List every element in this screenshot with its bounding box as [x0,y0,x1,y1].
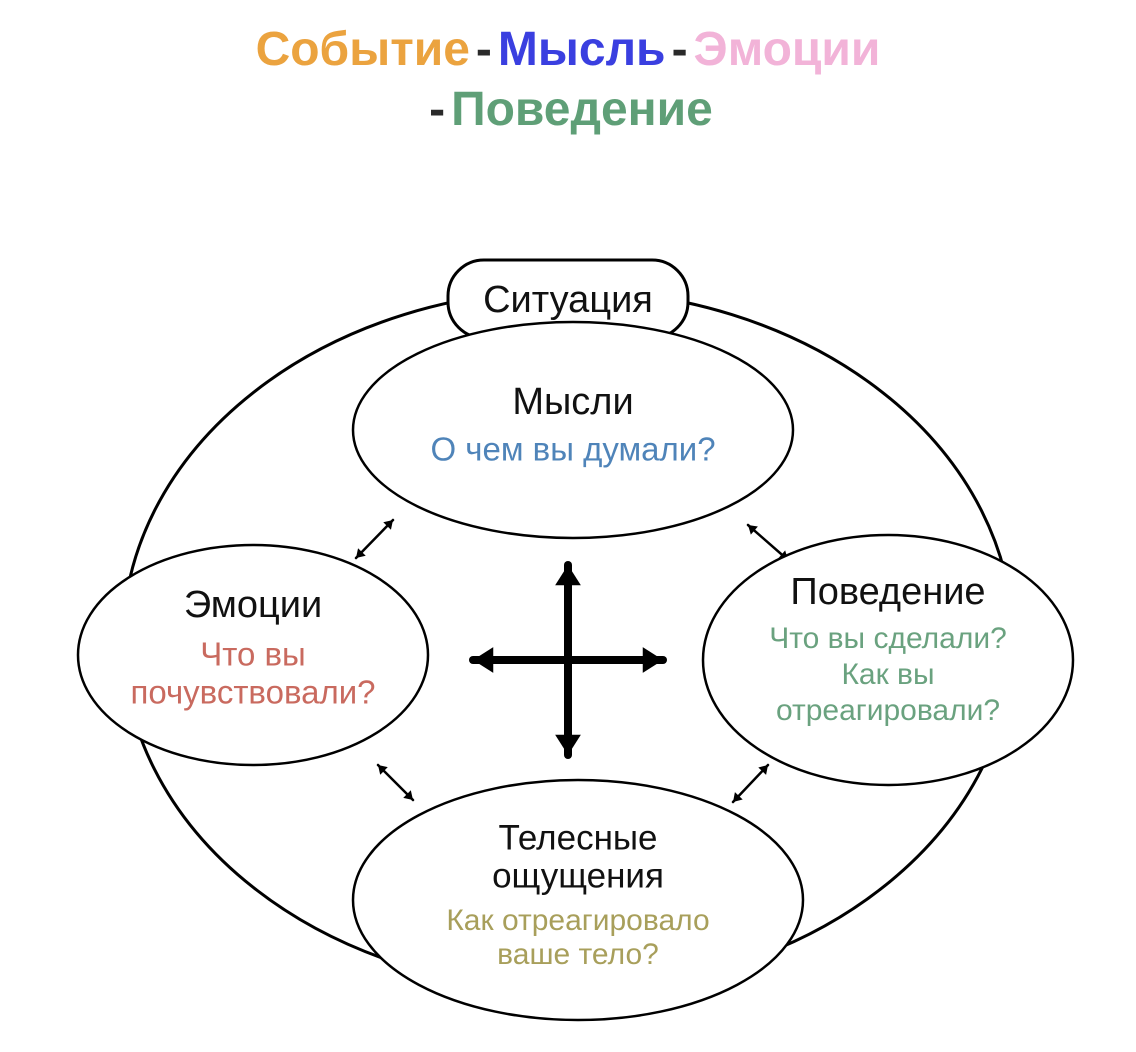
svg-text:Мысли: Мысли [512,381,633,423]
title-word-2: Мысль [498,23,666,76]
svg-text:Телесные: Телесные [498,818,657,857]
svg-text:О чем вы думали?: О чем вы думали? [430,431,715,468]
node-body [353,780,803,1020]
svg-text:Как отреагировало: Как отреагировало [446,904,709,937]
svg-text:ощущения: ощущения [492,856,664,895]
link-arrow-3 [733,765,768,802]
title-word-4: Поведение [451,83,713,136]
cbt-diagram: Ситуация Мысли О чем вы думали? Эмоции Что в… [68,220,1068,1020]
page-title: Событие-Мысль-Эмоции-Поведение [0,20,1136,140]
title-word-1: Событие [256,23,470,76]
link-arrow-2 [378,765,413,800]
svg-text:Как вы: Как вы [841,658,934,691]
svg-text:Эмоции: Эмоции [184,584,322,626]
svg-text:Поведение: Поведение [790,571,985,613]
svg-text:Ситуация: Ситуация [483,279,653,321]
svg-text:ваше тело?: ваше тело? [497,938,659,971]
svg-text:Что вы сделали?: Что вы сделали? [769,622,1007,655]
svg-text:Что вы: Что вы [200,636,306,673]
svg-text:почувствовали?: почувствовали? [130,674,375,711]
link-arrow-1 [748,525,788,560]
title-dash-3: - [423,83,451,136]
title-dash-1: - [470,23,498,76]
svg-text:отреагировали?: отреагировали? [776,694,1000,727]
title-word-3: Эмоции [694,23,881,76]
link-arrow-0 [356,520,393,558]
title-dash-2: - [666,23,694,76]
